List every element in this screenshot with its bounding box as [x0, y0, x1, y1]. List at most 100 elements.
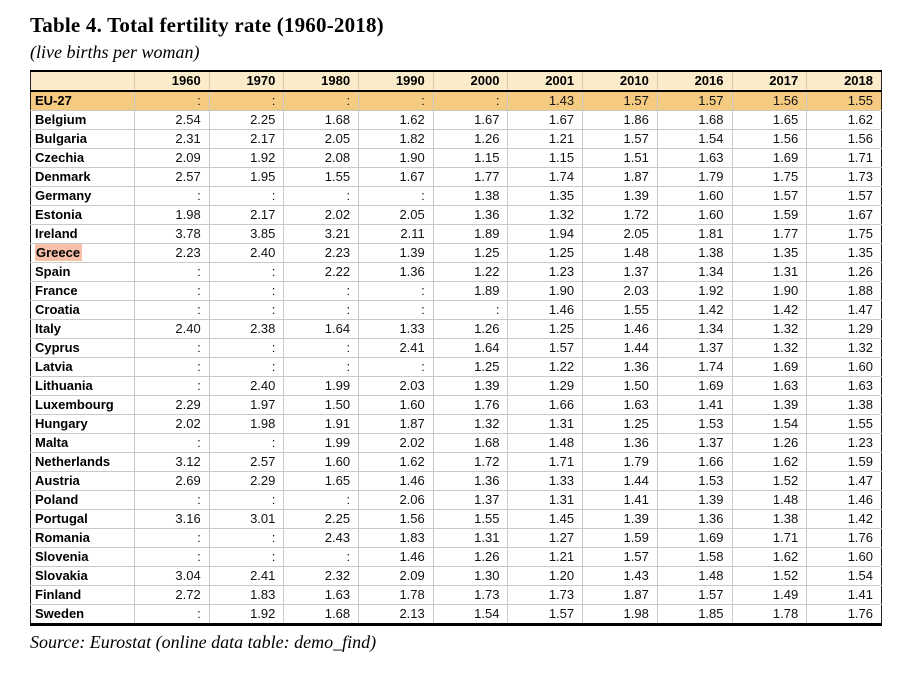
value-cell: 1.63: [731, 376, 807, 396]
value-cell: :: [208, 338, 284, 358]
value-cell: 1.60: [656, 205, 732, 225]
value-cell: 1.38: [806, 395, 882, 415]
value-cell: 1.92: [208, 604, 284, 625]
value-cell: 1.88: [806, 281, 882, 301]
value-cell: 1.90: [507, 281, 583, 301]
value-cell: 1.25: [432, 357, 508, 377]
value-cell: 1.62: [731, 547, 807, 567]
value-cell: 2.41: [208, 566, 284, 586]
value-cell: 1.45: [507, 509, 583, 529]
value-cell: :: [134, 281, 210, 301]
value-cell: 1.53: [656, 414, 732, 434]
value-cell: 2.05: [358, 205, 434, 225]
value-cell: 1.91: [283, 414, 359, 434]
value-cell: 1.37: [582, 262, 658, 282]
country-label: Cyprus: [30, 338, 135, 358]
value-cell: 1.67: [806, 205, 882, 225]
value-cell: 1.46: [358, 471, 434, 491]
value-cell: 2.06: [358, 490, 434, 510]
table-row: Latvia::::1.25 1.22 1.36 1.74 1.69 1.60: [30, 357, 882, 377]
value-cell: 2.23: [283, 243, 359, 263]
country-label: Romania: [30, 528, 135, 548]
value-cell: 1.92: [208, 148, 284, 168]
value-cell: 2.13: [358, 604, 434, 625]
value-cell: :: [208, 91, 284, 111]
value-cell: 1.23: [806, 433, 882, 453]
value-cell: 3.85: [208, 224, 284, 244]
value-cell: :: [134, 528, 210, 548]
value-cell: 1.87: [582, 167, 658, 187]
value-cell: 1.63: [582, 395, 658, 415]
table-row: Netherlands 3.12 2.57 1.60 1.62 1.72 1.71 1.79 1…: [30, 452, 882, 472]
value-cell: 1.56: [358, 509, 434, 529]
country-label: Lithuania: [30, 376, 135, 396]
value-cell: 1.59: [582, 528, 658, 548]
value-cell: 2.32: [283, 566, 359, 586]
value-cell: 1.46: [358, 547, 434, 567]
value-cell: 1.62: [806, 110, 882, 130]
value-cell: 1.56: [806, 129, 882, 149]
value-cell: :: [283, 547, 359, 567]
value-cell: 1.51: [582, 148, 658, 168]
value-cell: 1.71: [806, 148, 882, 168]
value-cell: 1.48: [731, 490, 807, 510]
value-cell: 2.41: [358, 338, 434, 358]
table-row: Belgium 2.54 2.25 1.68 1.62 1.67 1.67 1.86 1.68 1…: [30, 110, 882, 130]
country-label: Spain: [30, 262, 135, 282]
value-cell: :: [134, 91, 210, 111]
value-cell: 1.26: [432, 129, 508, 149]
value-cell: :: [432, 300, 508, 320]
value-cell: 1.55: [806, 91, 882, 111]
value-cell: 1.29: [507, 376, 583, 396]
value-cell: 1.81: [656, 224, 732, 244]
value-cell: 2.23: [134, 243, 210, 263]
country-label: Hungary: [30, 414, 135, 434]
value-cell: 1.25: [432, 243, 508, 263]
value-cell: 2.40: [208, 243, 284, 263]
value-cell: 1.58: [656, 547, 732, 567]
value-cell: 1.39: [656, 490, 732, 510]
value-cell: 1.32: [432, 414, 508, 434]
value-cell: 1.36: [432, 471, 508, 491]
value-cell: 1.26: [806, 262, 882, 282]
value-cell: 2.08: [283, 148, 359, 168]
value-cell: 1.33: [358, 319, 434, 339]
value-cell: 1.99: [283, 433, 359, 453]
value-cell: 1.43: [507, 91, 583, 111]
value-cell: 2.43: [283, 528, 359, 548]
table-row: Spain::2.22 1.36 1.22 1.23 1.37 1.34 1.31 1.26: [30, 262, 882, 282]
year-header-row: 1960 1970 1980 1990 2000 2001 2010 2016 2017 2018: [30, 71, 882, 92]
table-body: EU-27:::::1.43 1.57 1.57 1.56 1.55 Belgium 2.5…: [30, 91, 882, 625]
value-cell: 1.39: [432, 376, 508, 396]
country-label: Sweden: [35, 606, 85, 621]
value-cell: :: [208, 281, 284, 301]
value-cell: :: [134, 490, 210, 510]
value-cell: 1.35: [806, 243, 882, 263]
value-cell: 1.98: [208, 414, 284, 434]
value-cell: 1.36: [656, 509, 732, 529]
value-cell: 1.34: [656, 262, 732, 282]
value-cell: 2.03: [582, 281, 658, 301]
value-cell: 1.98: [582, 604, 658, 625]
value-cell: 2.57: [134, 167, 210, 187]
year-header: 1960: [134, 71, 210, 92]
value-cell: :: [208, 433, 284, 453]
value-cell: 1.52: [731, 471, 807, 491]
value-cell: 1.75: [806, 224, 882, 244]
value-cell: 1.38: [731, 509, 807, 529]
country-label: Slovenia: [30, 547, 135, 567]
value-cell: :: [283, 338, 359, 358]
country-label: Germany: [30, 186, 135, 206]
table-row: Denmark 2.57 1.95 1.55 1.67 1.77 1.74 1.87 1.79 1…: [30, 167, 882, 187]
value-cell: 1.32: [731, 319, 807, 339]
value-cell: 1.72: [582, 205, 658, 225]
value-cell: 1.38: [656, 243, 732, 263]
value-cell: :: [358, 186, 434, 206]
value-cell: 1.83: [208, 585, 284, 605]
value-cell: 1.53: [656, 471, 732, 491]
document-page: Table 4. Total fertility rate (1960-2018…: [30, 13, 882, 652]
value-cell: :: [134, 300, 210, 320]
value-cell: :: [134, 262, 210, 282]
value-cell: 2.72: [134, 585, 210, 605]
value-cell: 1.36: [582, 357, 658, 377]
